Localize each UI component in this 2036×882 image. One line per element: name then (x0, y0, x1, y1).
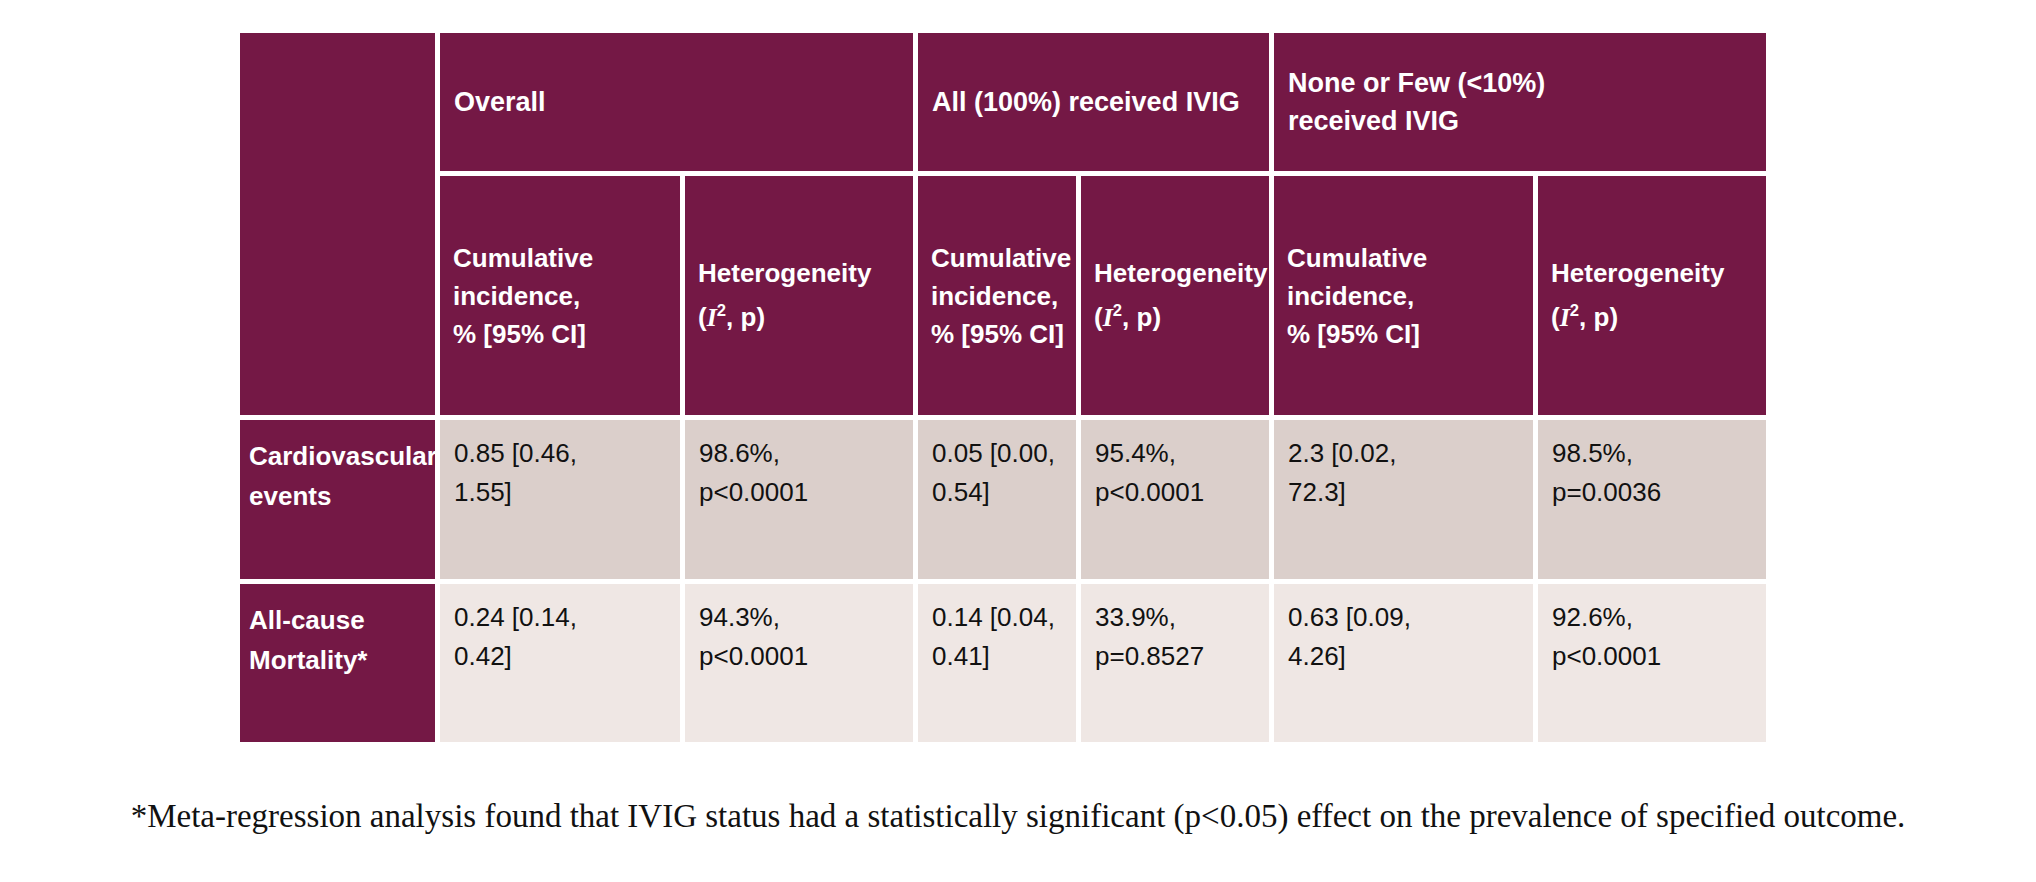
i-symbol: I (707, 303, 717, 332)
data-value: 0.14 [0.04, 0.41] (932, 598, 1072, 676)
data-value: 0.63 [0.09, 4.26] (1288, 598, 1529, 676)
data-value: 98.5%, p=0.0036 (1552, 434, 1762, 512)
subheader-i2p: (I2, p) (1094, 292, 1265, 337)
subheader-i2p: (I2, p) (1551, 292, 1762, 337)
group-header-overall: Overall (440, 33, 913, 171)
data-value: 33.9%, p=0.8527 (1095, 598, 1265, 676)
paren: ( (1551, 302, 1560, 332)
page: Overall All (100%) received IVIG None or… (0, 0, 2036, 882)
i-symbol: I (1103, 303, 1113, 332)
paren: ( (698, 302, 707, 332)
subheader-i2p: (I2, p) (698, 292, 909, 337)
group-header-label: Overall (454, 83, 907, 121)
paren: , p) (726, 302, 765, 332)
data-value: 0.05 [0.00, 0.54] (932, 434, 1072, 512)
row-label-text: All-cause Mortality* (249, 600, 431, 680)
paren: , p) (1579, 302, 1618, 332)
data-cell: 0.63 [0.09, 4.26] (1274, 584, 1533, 742)
subheader-cumulative-incidence-none-ivig: Cumulative incidence, % [95% CI] (1274, 176, 1533, 415)
superscript-2: 2 (1113, 301, 1122, 320)
subheader-cumulative-incidence-overall: Cumulative incidence, % [95% CI] (440, 176, 680, 415)
subheader-label: Heterogeneity (698, 254, 909, 292)
data-value: 2.3 [0.02, 72.3] (1288, 434, 1529, 512)
data-value: 98.6%, p<0.0001 (699, 434, 909, 512)
subheader-label: Heterogeneity (1551, 254, 1762, 292)
subheader-label: Heterogeneity (1094, 254, 1265, 292)
row-label-cardiovascular-events: Cardiovascular events (240, 420, 435, 579)
superscript-2: 2 (1570, 301, 1579, 320)
data-value: 94.3%, p<0.0001 (699, 598, 909, 676)
subheader-cumulative-incidence-all-ivig: Cumulative incidence, % [95% CI] (918, 176, 1076, 415)
data-cell: 0.85 [0.46, 1.55] (440, 420, 680, 579)
data-cell: 94.3%, p<0.0001 (685, 584, 913, 742)
data-value: 0.24 [0.14, 0.42] (454, 598, 676, 676)
paren: ( (1094, 302, 1103, 332)
group-header-all-received-ivig: All (100%) received IVIG (918, 33, 1269, 171)
data-cell: 0.05 [0.00, 0.54] (918, 420, 1076, 579)
data-cell: 92.6%, p<0.0001 (1538, 584, 1766, 742)
i-symbol: I (1560, 303, 1570, 332)
subheader-label: Cumulative incidence, % [95% CI] (1287, 239, 1529, 353)
row-label-all-cause-mortality: All-cause Mortality* (240, 584, 435, 742)
row-label-text: Cardiovascular events (249, 436, 431, 516)
data-cell: 0.24 [0.14, 0.42] (440, 584, 680, 742)
subheader-heterogeneity-all-ivig: Heterogeneity (I2, p) (1081, 176, 1269, 415)
corner-header-cell (240, 33, 435, 415)
data-cell: 0.14 [0.04, 0.41] (918, 584, 1076, 742)
subheader-label: Cumulative incidence, % [95% CI] (931, 239, 1072, 353)
subheader-heterogeneity-overall: Heterogeneity (I2, p) (685, 176, 913, 415)
paren: , p) (1122, 302, 1161, 332)
data-cell: 98.5%, p=0.0036 (1538, 420, 1766, 579)
data-cell: 95.4%, p<0.0001 (1081, 420, 1269, 579)
data-cell: 2.3 [0.02, 72.3] (1274, 420, 1533, 579)
data-value: 92.6%, p<0.0001 (1552, 598, 1762, 676)
data-cell: 98.6%, p<0.0001 (685, 420, 913, 579)
data-value: 95.4%, p<0.0001 (1095, 434, 1265, 512)
subheader-heterogeneity-none-ivig: Heterogeneity (I2, p) (1538, 176, 1766, 415)
superscript-2: 2 (717, 301, 726, 320)
group-header-none-or-few-received-ivig: None or Few (<10%) received IVIG (1274, 33, 1766, 171)
meta-analysis-table: Overall All (100%) received IVIG None or… (240, 33, 1766, 742)
group-header-label: None or Few (<10%) received IVIG (1288, 64, 1760, 140)
group-header-label: All (100%) received IVIG (932, 83, 1263, 121)
data-value: 0.85 [0.46, 1.55] (454, 434, 676, 512)
subheader-label: Cumulative incidence, % [95% CI] (453, 239, 676, 353)
footnote: *Meta-regression analysis found that IVI… (0, 794, 2036, 838)
data-cell: 33.9%, p=0.8527 (1081, 584, 1269, 742)
